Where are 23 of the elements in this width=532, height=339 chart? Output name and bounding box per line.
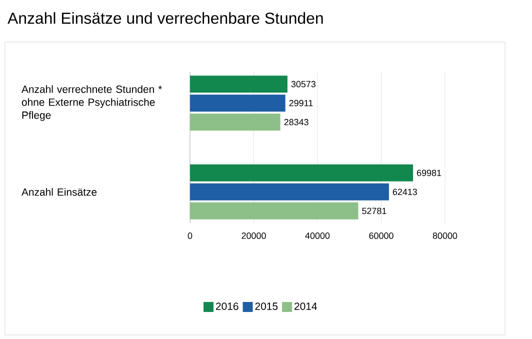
bar (190, 164, 414, 182)
data-label: 29911 (289, 100, 313, 106)
x-tick-label: 20000 (242, 232, 266, 239)
x-tick-label: 60000 (369, 232, 394, 239)
data-label: 30573 (291, 80, 316, 88)
bar (190, 114, 280, 131)
y-tick-label: Anzahl Einsätze (21, 188, 97, 196)
legend-label: 2015 (255, 302, 278, 310)
x-tick-label: 80000 (432, 232, 458, 239)
x-tick-label: 0 (188, 232, 192, 239)
bar (190, 94, 286, 112)
chart-title: Anzahl Einsätze und verrechenbare Stunden (8, 12, 323, 24)
legend-label: 2016 (216, 302, 238, 310)
legend-label: 2014 (294, 302, 317, 310)
bar (190, 76, 288, 93)
data-label: 28343 (284, 118, 308, 126)
bar (190, 202, 358, 220)
x-tick-label: 40000 (305, 232, 330, 239)
bar (190, 183, 389, 200)
data-label: 52781 (362, 208, 386, 214)
data-label: 62413 (392, 188, 417, 196)
y-tick-label: Anzahl verrechnete Stunden * ohne Externe Psychiatrische Pflege (21, 85, 162, 121)
data-label: 69981 (417, 170, 442, 176)
